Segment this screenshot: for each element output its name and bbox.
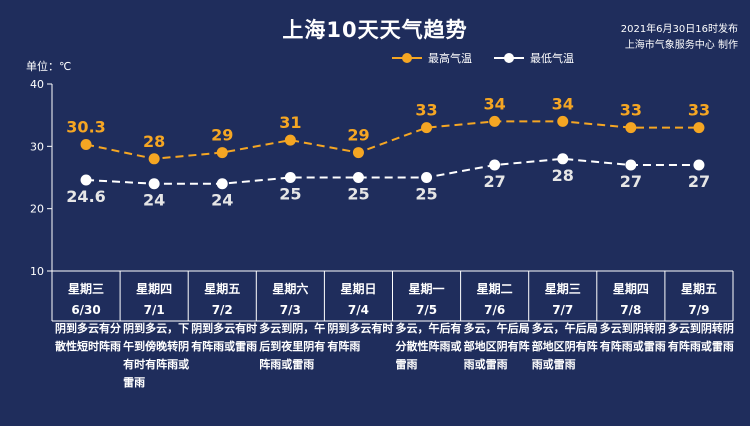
- publisher: 上海市气象服务中心 制作: [624, 40, 738, 51]
- x-tick-weekday: 星期三: [545, 281, 581, 296]
- weather-description: 多云，午后局部地区阴有阵雨或雷雨: [531, 322, 598, 371]
- x-tick-weekday: 星期三: [68, 281, 104, 296]
- legend-item-high: 最高气温: [392, 50, 472, 66]
- point-high: [80, 138, 92, 150]
- x-tick-date: 7/4: [348, 303, 369, 317]
- x-tick-date: 7/7: [552, 303, 573, 317]
- weather-description: 阴到多云，下午到傍晚转阴有时有阵雨或雷雨: [123, 322, 190, 389]
- point-high: [352, 147, 364, 159]
- x-tick-date: 7/1: [144, 303, 165, 317]
- data-label-high: 33: [688, 101, 710, 120]
- x-tick-weekday: 星期五: [204, 281, 240, 296]
- publish-time: 2021年6月30日16时发布: [620, 24, 738, 35]
- weather-description: 多云到阴转阴有阵雨或雷雨: [599, 322, 666, 353]
- data-label-high: 30.3: [66, 117, 105, 136]
- data-label-low: 24: [143, 191, 165, 210]
- page-title: 上海10天天气趋势: [282, 18, 468, 42]
- x-tick-weekday: 星期四: [613, 281, 649, 296]
- x-tick-date: 7/2: [212, 303, 233, 317]
- point-low: [421, 172, 433, 183]
- point-low: [216, 178, 228, 190]
- point-low: [148, 178, 160, 190]
- legend-swatch-low: [494, 52, 524, 64]
- point-high: [625, 122, 637, 134]
- data-label-low: 24.6: [66, 187, 105, 206]
- point-high: [693, 122, 705, 134]
- x-tick-weekday: 星期日: [340, 281, 376, 296]
- weather-description: 多云到阴转阴有阵雨或雷雨: [667, 322, 734, 353]
- point-low: [625, 159, 637, 171]
- point-high: [216, 147, 228, 159]
- weather-description: 阴到多云有时有阵雨或雷雨: [191, 322, 258, 353]
- point-low: [489, 159, 501, 171]
- x-tick-weekday: 星期五: [681, 281, 717, 296]
- weather-description: 多云，午后局部地区阴有阵雨或雷雨: [463, 322, 530, 371]
- x-tick-weekday: 星期四: [136, 281, 172, 296]
- data-label-high: 29: [347, 126, 369, 145]
- point-low: [352, 172, 364, 183]
- x-tick-weekday: 星期六: [272, 281, 308, 296]
- data-label-high: 31: [279, 113, 301, 132]
- data-label-high: 29: [211, 126, 233, 145]
- series-line-low: [85, 157, 699, 185]
- data-label-high: 33: [415, 101, 437, 120]
- data-label-low: 25: [347, 185, 369, 204]
- data-label-high: 34: [484, 94, 506, 113]
- weather-description: 阴到多云有分散性短时阵雨: [55, 322, 121, 353]
- y-tick-label: 40: [30, 78, 44, 91]
- point-low: [284, 172, 296, 183]
- legend: 最高气温 最低气温: [392, 50, 596, 66]
- data-label-low: 27: [620, 172, 642, 191]
- data-label-low: 25: [415, 185, 437, 204]
- legend-swatch-high: [392, 52, 422, 64]
- weather-description: 多云到阴，午后到夜里阴有阵雨或雷雨: [259, 322, 326, 371]
- series-line-high: [85, 120, 699, 160]
- legend-label-high: 最高气温: [428, 52, 472, 65]
- data-label-low: 27: [688, 172, 710, 191]
- x-tick-weekday: 星期二: [477, 281, 513, 296]
- point-high: [557, 115, 569, 127]
- x-tick-date: 7/5: [416, 303, 437, 317]
- data-label-low: 24: [211, 191, 233, 210]
- y-tick-label: 30: [30, 140, 44, 153]
- x-tick-weekday: 星期一: [409, 281, 445, 296]
- y-tick-label: 20: [30, 203, 44, 216]
- y-tick-label: 10: [30, 265, 44, 278]
- x-tick-date: 7/8: [620, 303, 641, 317]
- legend-item-low: 最低气温: [494, 50, 574, 66]
- data-label-low: 28: [552, 166, 574, 185]
- data-label-low: 27: [484, 172, 506, 191]
- data-label-high: 28: [143, 132, 165, 151]
- x-tick-date: 7/6: [484, 303, 505, 317]
- point-low: [693, 159, 705, 171]
- point-high: [148, 153, 160, 165]
- data-label-high: 34: [552, 94, 574, 113]
- unit-label: 单位：℃: [26, 60, 72, 73]
- data-label-high: 33: [620, 101, 642, 120]
- point-low: [557, 153, 569, 165]
- point-high: [421, 122, 433, 134]
- weather-description: 多云，午后有分散性阵雨或雷雨: [395, 322, 462, 371]
- legend-label-low: 最低气温: [530, 52, 574, 65]
- x-tick-date: 6/30: [71, 303, 100, 317]
- data-label-low: 25: [279, 185, 301, 204]
- x-tick-date: 7/3: [280, 303, 301, 317]
- point-high: [284, 134, 296, 146]
- point-low: [80, 174, 92, 186]
- point-high: [489, 115, 501, 127]
- x-tick-date: 7/9: [688, 303, 709, 317]
- weather-description: 阴到多云有时有阵雨: [327, 322, 394, 353]
- publish-info: 2021年6月30日16时发布 上海市气象服务中心 制作: [621, 22, 738, 54]
